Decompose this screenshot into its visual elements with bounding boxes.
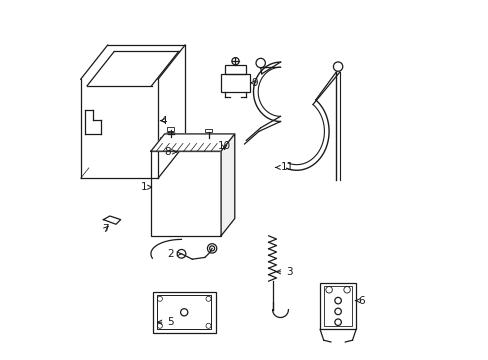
Text: 7: 7 [102, 224, 109, 234]
Text: 1: 1 [141, 182, 151, 192]
Text: 5: 5 [157, 317, 174, 327]
Bar [157, 295, 211, 329]
Text: 10: 10 [218, 141, 231, 151]
Bar [221, 74, 249, 92]
Text: 6: 6 [355, 296, 364, 306]
Polygon shape [221, 134, 234, 236]
Bar [179, 137, 190, 143]
Bar [205, 129, 211, 132]
Text: 3: 3 [276, 267, 292, 277]
Bar [199, 137, 210, 143]
Text: 9: 9 [250, 78, 257, 88]
Bar [152, 292, 215, 333]
Text: 4: 4 [160, 116, 166, 126]
Text: 8: 8 [163, 147, 176, 157]
Bar [320, 283, 355, 329]
Polygon shape [103, 216, 121, 224]
Bar [323, 286, 352, 326]
Text: 11: 11 [275, 162, 294, 172]
Bar [224, 65, 246, 74]
Bar [160, 137, 170, 143]
Text: 2: 2 [167, 249, 181, 259]
Bar [151, 151, 221, 236]
Polygon shape [151, 134, 234, 151]
Bar [167, 127, 174, 131]
